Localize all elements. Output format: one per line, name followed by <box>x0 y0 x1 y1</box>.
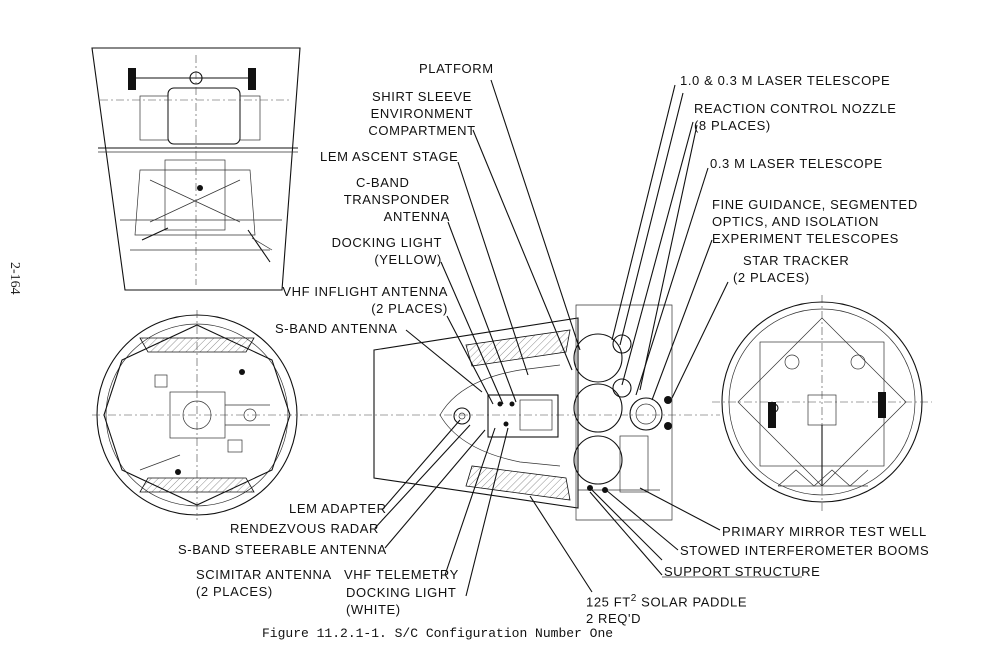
label-line: (2 PLACES) <box>733 270 810 285</box>
label-vhf-inflight-antenna: VHF INFLIGHT ANTENNA (2 PLACES) <box>270 283 448 317</box>
label-line: SHIRT SLEEVE <box>372 89 472 104</box>
label-primary-mirror-test-well: PRIMARY MIRROR TEST WELL <box>722 524 927 539</box>
label-docking-light-white: DOCKING LIGHT (WHITE) <box>346 584 456 618</box>
top-view <box>91 47 301 291</box>
label-line: (2 PLACES) <box>371 301 448 316</box>
label-laser-telescope-small: 0.3 M LASER TELESCOPE <box>710 156 883 171</box>
label-shirt-sleeve: SHIRT SLEEVE ENVIRONMENT COMPARTMENT <box>362 88 482 139</box>
label-s-band-steerable-antenna: S-BAND STEERABLE ANTENNA <box>178 542 387 557</box>
label-line: SCIMITAR ANTENNA <box>196 567 332 582</box>
page-number: 2-164 <box>7 262 22 295</box>
label-line: (WHITE) <box>346 602 401 617</box>
label-reaction-control-nozzle: REACTION CONTROL NOZZLE (8 PLACES) <box>694 100 897 134</box>
label-line: TRANSPONDER <box>343 192 450 207</box>
label-line: COMPARTMENT <box>368 123 476 138</box>
label-line: (YELLOW) <box>374 252 442 267</box>
label-line: OPTICS, AND ISOLATION <box>712 214 879 229</box>
label-lem-adapter: LEM ADAPTER <box>289 501 387 516</box>
label-vhf-telemetry: VHF TELEMETRY <box>344 567 459 582</box>
label-line: (2 PLACES) <box>196 584 273 599</box>
solar-paddle-text: SOLAR PADDLE <box>636 594 748 610</box>
center-side-view <box>300 304 720 521</box>
label-support-structure: SUPPORT STRUCTURE <box>664 564 821 579</box>
label-lem-ascent-stage: LEM ASCENT STAGE <box>320 149 459 164</box>
label-line: EXPERIMENT TELESCOPES <box>712 231 899 246</box>
label-line: (8 PLACES) <box>694 118 771 133</box>
label-solar-paddle: 125 FT2 SOLAR PADDLE 2 REQ'D <box>586 590 747 627</box>
label-scimitar-antenna: SCIMITAR ANTENNA (2 PLACES) <box>196 566 332 600</box>
label-line: FINE GUIDANCE, SEGMENTED <box>712 197 918 212</box>
label-rendezvous-radar: RENDEZVOUS RADAR <box>230 521 380 536</box>
right-end-view <box>712 295 932 512</box>
leader-lines <box>374 79 802 597</box>
label-fine-guidance: FINE GUIDANCE, SEGMENTED OPTICS, AND ISO… <box>712 196 918 247</box>
figure-caption: Figure 11.2.1-1. S/C Configuration Numbe… <box>262 626 614 641</box>
left-end-view <box>92 310 302 520</box>
label-laser-telescope-large: 1.0 & 0.3 M LASER TELESCOPE <box>680 73 891 88</box>
label-line: C-BAND <box>356 175 410 190</box>
label-c-band-antenna: C-BAND TRANSPONDER ANTENNA <box>340 174 450 225</box>
solar-paddle-area: 125 FT <box>586 594 631 610</box>
label-line: DOCKING LIGHT <box>331 235 442 250</box>
label-star-tracker: STAR TRACKER (2 PLACES) <box>733 252 849 286</box>
label-line: VHF INFLIGHT ANTENNA <box>282 284 448 299</box>
label-docking-light-yellow: DOCKING LIGHT (YELLOW) <box>318 234 442 268</box>
label-line: 125 FT2 SOLAR PADDLE <box>586 590 747 610</box>
solar-paddle-exponent: 2 <box>630 593 637 604</box>
label-s-band-antenna: S-BAND ANTENNA <box>275 321 398 336</box>
label-line: ANTENNA <box>383 209 450 224</box>
label-platform: PLATFORM <box>419 61 494 76</box>
label-line: STAR TRACKER <box>743 253 850 268</box>
label-line: REACTION CONTROL NOZZLE <box>694 101 897 116</box>
label-stowed-interferometer-booms: STOWED INTERFEROMETER BOOMS <box>680 543 930 558</box>
label-line: ENVIRONMENT <box>370 106 474 121</box>
label-line: DOCKING LIGHT <box>346 585 457 600</box>
label-line: 2 REQ'D <box>586 611 642 627</box>
